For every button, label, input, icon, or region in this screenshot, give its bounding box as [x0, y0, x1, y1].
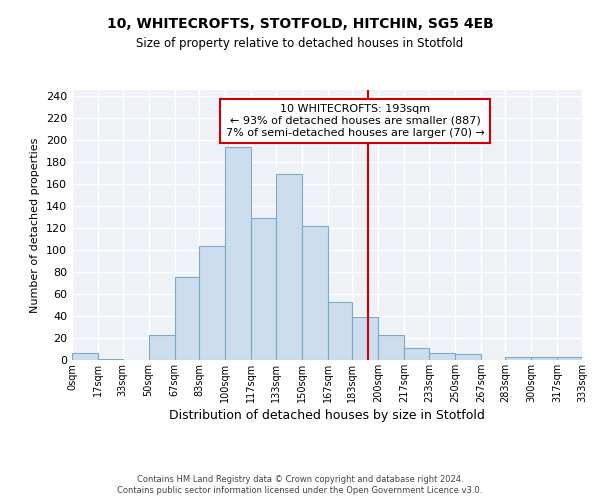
- Text: Contains public sector information licensed under the Open Government Licence v3: Contains public sector information licen…: [118, 486, 482, 495]
- Bar: [98, 359, 122, 360]
- Bar: [455, 354, 481, 360]
- Y-axis label: Number of detached properties: Number of detached properties: [31, 138, 40, 312]
- Bar: [505, 356, 532, 360]
- X-axis label: Distribution of detached houses by size in Stotfold: Distribution of detached houses by size …: [169, 409, 485, 422]
- Bar: [175, 278, 199, 360]
- Bar: [275, 174, 302, 360]
- Text: Size of property relative to detached houses in Stotfold: Size of property relative to detached ho…: [136, 38, 464, 51]
- Text: 10, WHITECROFTS, STOTFOLD, HITCHIN, SG5 4EB: 10, WHITECROFTS, STOTFOLD, HITCHIN, SG5 …: [107, 18, 493, 32]
- Bar: [225, 148, 251, 360]
- Bar: [532, 356, 557, 360]
- Text: Contains HM Land Registry data © Crown copyright and database right 2024.: Contains HM Land Registry data © Crown c…: [137, 475, 463, 484]
- Bar: [328, 302, 352, 360]
- Bar: [557, 356, 582, 360]
- Bar: [302, 226, 328, 360]
- Bar: [199, 246, 225, 360]
- Bar: [72, 354, 98, 360]
- Bar: [251, 218, 275, 360]
- Text: 10 WHITECROFTS: 193sqm
← 93% of detached houses are smaller (887)
7% of semi-det: 10 WHITECROFTS: 193sqm ← 93% of detached…: [226, 104, 485, 138]
- Bar: [379, 334, 404, 360]
- Bar: [429, 354, 455, 360]
- Bar: [404, 348, 429, 360]
- Bar: [149, 334, 175, 360]
- Bar: [352, 317, 379, 360]
